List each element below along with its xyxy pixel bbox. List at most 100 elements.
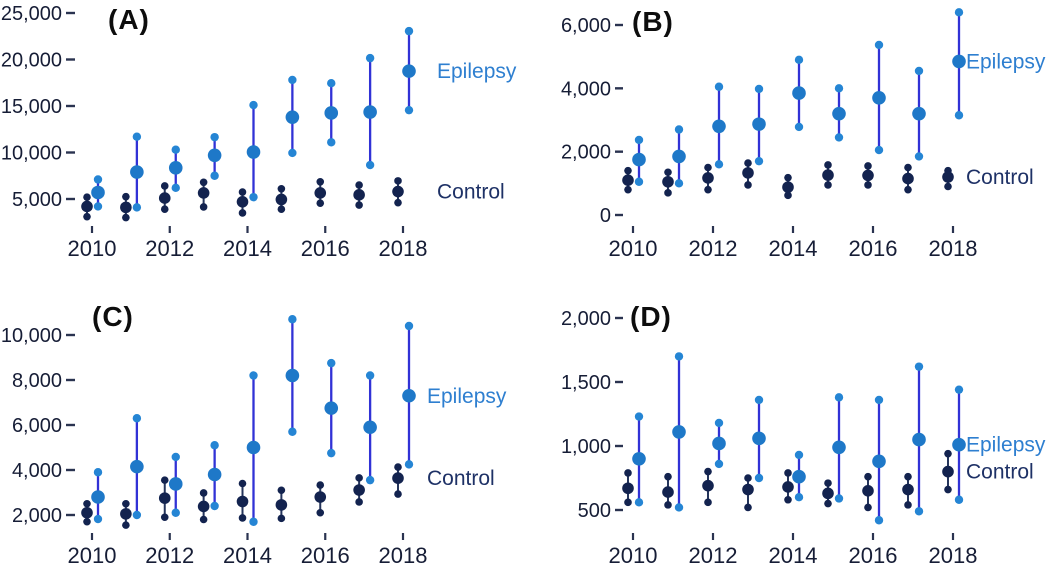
control-median-dot [702,479,714,492]
control-max-dot [122,499,130,508]
control-max-dot [122,192,130,201]
epilepsy-median-dot [672,149,686,164]
control-min-dot [864,181,872,189]
control-max-dot [784,469,792,477]
panel-c-label: (C) [92,301,134,332]
control-max-dot [355,474,363,482]
control-min-dot [394,490,402,498]
control-min-dot [355,498,363,506]
epilepsy-median-dot [207,148,222,163]
epilepsy-min-dot [288,148,297,158]
y-tick-label: 0 [600,205,611,227]
control-median-dot [314,187,327,199]
y-tick-label: 1,500 [561,372,611,394]
y-tick-label: 4,000 [561,78,611,100]
epilepsy-min-dot [794,122,804,132]
control-min-dot [864,503,872,512]
x-tick-label: 2014 [769,543,818,568]
x-tick-label: 2010 [609,236,658,261]
epilepsy-median-dot [632,452,646,466]
epilepsy-min-dot [132,510,142,520]
epilepsy-min-dot [834,494,844,503]
control-median-dot [392,185,404,198]
epilepsy-min-dot [171,183,180,193]
epilepsy-max-dot [210,441,219,450]
control-max-dot [83,499,91,508]
epilepsy-min-dot [874,516,884,525]
epilepsy-min-dot [404,105,414,115]
epilepsy-median-dot [324,106,339,120]
control-median-dot [742,483,754,496]
control-median-dot [353,484,365,496]
control-min-dot [624,185,632,194]
control-max-dot [160,182,169,190]
epilepsy-min-dot [210,171,219,180]
epilepsy-max-dot [914,66,924,76]
control-min-dot [238,209,247,217]
epilepsy-median-dot [832,106,846,121]
panel-c-series-control [81,463,404,529]
panel-b-y-axis: 6,000 4,000 2,000 0 [561,15,623,227]
epilepsy-min-dot [93,514,103,524]
epilepsy-max-dot [954,385,964,394]
epilepsy-min-dot [210,501,219,511]
epilepsy-min-dot [754,156,764,166]
x-tick-label: 2012 [689,236,738,261]
epilepsy-max-dot [327,358,336,368]
epilepsy-max-dot [171,452,180,462]
control-max-dot [704,467,712,476]
control-min-dot [160,513,169,522]
control-max-dot [355,181,363,189]
epilepsy-min-dot [288,427,297,436]
panel-a-y-axis: 25,000 20,000 15,000 10,000 5,000 [1,3,75,211]
panel-a-series-epilepsy [91,26,416,212]
control-median-dot [622,482,634,495]
panel-c-y-axis: 10,000 8,000 6,000 4,000 2,000 [1,325,75,527]
epilepsy-min-dot [365,160,375,170]
epilepsy-max-dot [249,100,258,110]
epilepsy-max-dot [132,132,142,141]
x-tick-label: 2016 [849,236,898,261]
control-median-dot [81,506,93,519]
y-tick-label: 1,000 [561,436,611,458]
control-max-dot [316,481,325,489]
control-max-dot [904,472,912,481]
control-max-dot [199,489,208,497]
epilepsy-max-dot [674,352,684,361]
epilepsy-min-dot [249,517,258,526]
epilepsy-min-dot [327,138,336,147]
epilepsy-min-dot [874,145,884,155]
x-tick-label: 2012 [689,543,738,568]
epilepsy-median-dot [91,490,105,504]
panel-b-plot: 6,000 4,000 2,000 0 2010 2012 2014 2016 2018 Epil… [561,8,1046,261]
epilepsy-median-dot [912,432,926,447]
x-tick-label: 2014 [223,543,272,568]
x-tick-label: 2018 [929,543,978,568]
epilepsy-max-dot [93,468,103,477]
legend-control-label: Control [966,166,1034,189]
epilepsy-median-dot [285,368,300,383]
control-max-dot [160,476,169,484]
x-tick-label: 2014 [769,236,818,261]
control-min-dot [744,181,752,189]
panel-a-x-axis: 2010 2012 2014 2016 2018 [68,226,427,261]
control-min-dot [744,503,752,512]
legend-epilepsy-label: Epilepsy [966,434,1046,457]
control-min-dot [824,181,832,189]
control-median-dot [236,495,249,508]
control-min-dot [784,191,792,200]
x-tick-label: 2014 [223,236,272,261]
epilepsy-median-dot [207,467,222,482]
control-min-dot [944,485,952,494]
control-median-dot [314,491,327,503]
control-median-dot [81,200,93,213]
panel-b-series-control [622,159,954,200]
control-max-dot [316,177,325,186]
epilepsy-max-dot [874,395,884,405]
panel-d-label: (D) [630,301,672,332]
control-median-dot [197,500,210,513]
x-tick-label: 2016 [301,543,350,568]
legend-control-label: Control [437,181,505,204]
epilepsy-max-dot [914,362,924,371]
